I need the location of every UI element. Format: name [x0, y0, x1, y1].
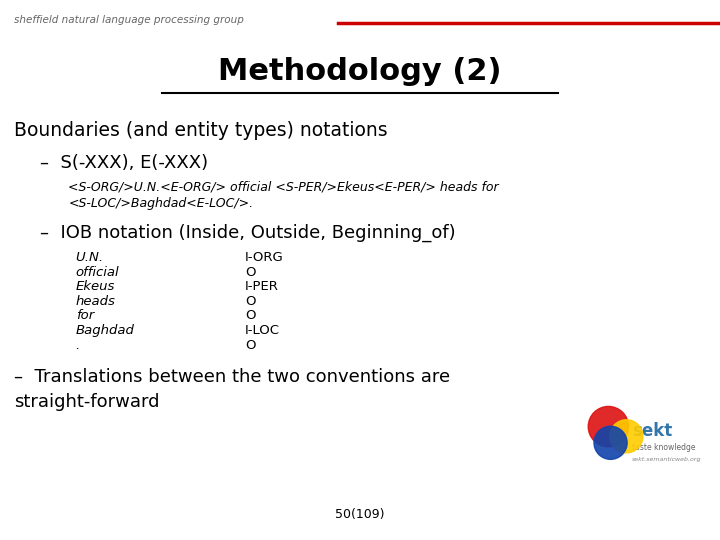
Text: I-PER: I-PER [245, 280, 279, 293]
Text: straight-forward: straight-forward [14, 393, 160, 411]
Text: O: O [245, 309, 256, 322]
Ellipse shape [610, 420, 643, 453]
Text: sekt: sekt [632, 422, 672, 440]
Text: heads: heads [76, 295, 115, 308]
Text: for: for [76, 309, 94, 322]
Text: –  Translations between the two conventions are: – Translations between the two conventio… [14, 368, 451, 386]
Text: <S-ORG/>U.N.<E-ORG/> official <S-PER/>Ekeus<E-PER/> heads for: <S-ORG/>U.N.<E-ORG/> official <S-PER/>Ek… [68, 181, 499, 194]
Text: I-LOC: I-LOC [245, 324, 280, 337]
Text: sheffield natural language processing group: sheffield natural language processing gr… [14, 15, 244, 25]
Text: Ekeus: Ekeus [76, 280, 115, 293]
Text: O: O [245, 266, 256, 279]
Text: U.N.: U.N. [76, 251, 104, 264]
Text: I-ORG: I-ORG [245, 251, 284, 264]
Text: O: O [245, 339, 256, 352]
Text: Boundaries (and entity types) notations: Boundaries (and entity types) notations [14, 122, 388, 140]
Text: O: O [245, 295, 256, 308]
Ellipse shape [588, 407, 629, 447]
Text: official: official [76, 266, 120, 279]
Text: sekt.semanticweb.org: sekt.semanticweb.org [632, 457, 702, 462]
Text: 50(109): 50(109) [336, 508, 384, 521]
Text: –  IOB notation (Inside, Outside, Beginning_of): – IOB notation (Inside, Outside, Beginni… [40, 224, 455, 242]
Text: Baghdad: Baghdad [76, 324, 135, 337]
Ellipse shape [594, 426, 627, 460]
Text: .: . [76, 339, 80, 352]
Text: <S-LOC/>Baghdad<E-LOC/>.: <S-LOC/>Baghdad<E-LOC/>. [68, 197, 253, 210]
Text: –  S(-XXX), E(-XXX): – S(-XXX), E(-XXX) [40, 154, 208, 172]
Text: Methodology (2): Methodology (2) [218, 57, 502, 86]
Text: taste knowledge: taste knowledge [632, 443, 696, 452]
